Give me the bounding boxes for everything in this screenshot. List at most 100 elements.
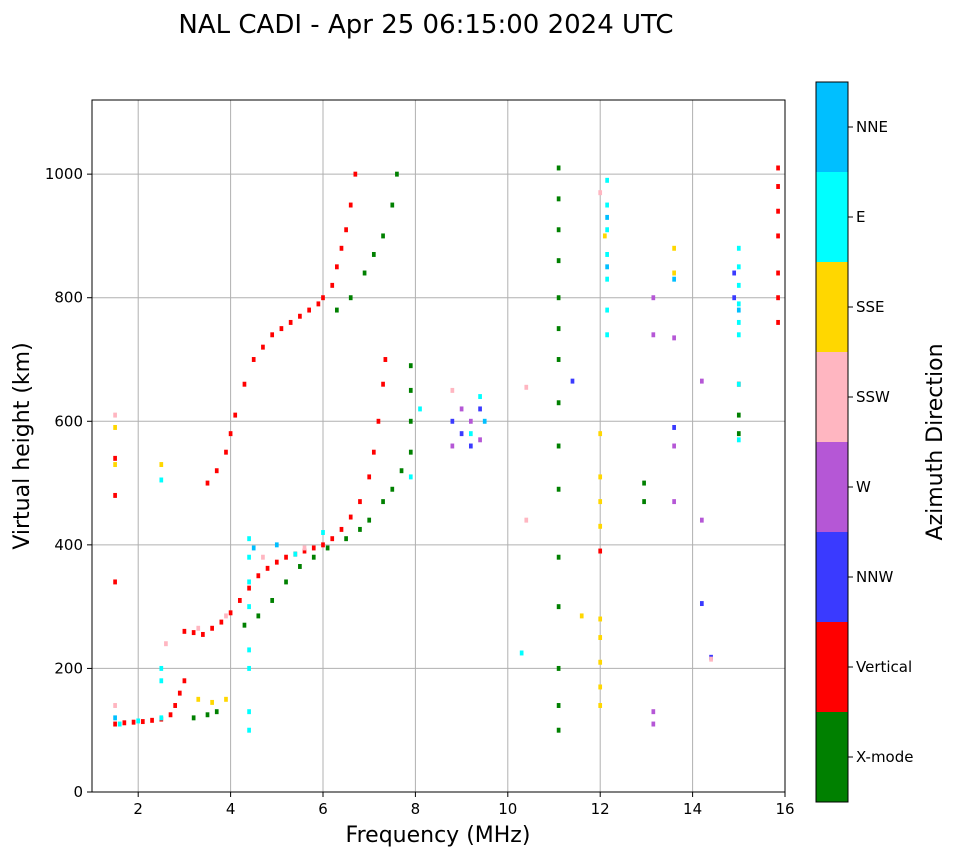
data-point <box>205 712 210 718</box>
data-point <box>339 245 344 251</box>
data-point <box>390 486 395 492</box>
data-point <box>381 499 385 505</box>
data-point <box>159 678 164 684</box>
data-point <box>237 597 242 603</box>
data-point <box>298 564 302 569</box>
y-tick-label: 400 <box>54 536 83 554</box>
data-point <box>381 381 385 387</box>
plot-frame <box>91 99 786 793</box>
data-point <box>699 517 704 523</box>
data-point <box>191 630 196 636</box>
data-point <box>274 559 279 565</box>
colorbar-tick-label: Vertical <box>856 658 912 676</box>
colorbar-segment <box>816 712 848 802</box>
data-points <box>113 165 780 733</box>
data-point <box>302 548 307 554</box>
data-point <box>247 579 251 585</box>
data-point <box>274 542 279 548</box>
data-point <box>478 437 482 443</box>
data-point <box>219 619 224 625</box>
data-point <box>159 477 164 483</box>
data-point <box>321 542 325 548</box>
data-point <box>321 295 325 301</box>
colorbar-tick-label: NNE <box>856 118 888 136</box>
data-point <box>408 418 413 424</box>
data-point <box>736 282 741 288</box>
grid-lines <box>92 100 785 792</box>
data-point <box>570 378 575 384</box>
data-point <box>261 554 265 560</box>
data-point <box>348 295 353 301</box>
x-tick-label: 8 <box>411 800 421 818</box>
data-point <box>672 424 676 430</box>
data-point <box>325 545 330 551</box>
data-point <box>136 718 141 724</box>
data-point <box>330 536 335 542</box>
data-point <box>395 171 399 177</box>
data-point <box>672 443 676 449</box>
data-point <box>113 424 117 430</box>
data-point <box>383 357 388 362</box>
y-axis-label: Virtual height (km) <box>10 342 35 549</box>
data-point <box>651 709 656 715</box>
data-point <box>579 613 584 619</box>
data-point <box>672 499 676 505</box>
data-point <box>736 437 741 443</box>
data-point <box>358 526 362 532</box>
data-point <box>776 233 780 239</box>
data-point <box>459 406 464 412</box>
data-point <box>113 721 117 727</box>
data-point <box>556 326 561 332</box>
data-point <box>196 625 201 631</box>
data-point <box>450 387 455 393</box>
colorbar-tick-label: X-mode <box>856 748 913 766</box>
data-point <box>371 251 376 257</box>
data-point <box>651 295 656 301</box>
data-point <box>598 499 603 505</box>
y-tick-label: 0 <box>73 783 83 801</box>
data-point <box>168 712 173 718</box>
data-point <box>478 406 482 412</box>
data-point <box>732 295 737 301</box>
data-point <box>270 597 275 603</box>
colorbar: X-mode Vertical NNW W SSW SSE E NNE <box>815 81 913 803</box>
data-point <box>598 431 603 437</box>
data-point <box>201 631 205 637</box>
data-point <box>256 573 261 579</box>
data-point <box>117 721 122 727</box>
data-point <box>381 233 385 239</box>
data-point <box>316 301 321 307</box>
data-point <box>598 548 603 554</box>
data-point <box>776 295 780 301</box>
x-tick-label: 10 <box>498 800 517 818</box>
x-tick-label: 14 <box>683 800 702 818</box>
data-point <box>284 554 288 560</box>
data-point <box>776 184 780 189</box>
data-point <box>478 394 482 400</box>
data-point <box>247 647 251 653</box>
data-point <box>450 418 455 424</box>
data-point <box>672 335 676 341</box>
data-point <box>210 699 214 705</box>
data-point <box>524 517 529 523</box>
data-point <box>699 601 704 607</box>
data-point <box>288 319 293 325</box>
data-point <box>605 332 609 338</box>
data-point <box>242 381 247 387</box>
data-point <box>113 462 117 468</box>
y-tick-label: 1000 <box>45 165 83 183</box>
data-point <box>113 715 117 721</box>
data-point <box>196 696 201 702</box>
data-point <box>524 384 529 390</box>
data-point <box>556 604 561 610</box>
data-point <box>353 171 358 177</box>
data-point <box>131 719 136 725</box>
data-point <box>468 431 473 437</box>
data-point <box>418 406 422 412</box>
data-point <box>605 177 609 183</box>
data-point <box>228 610 233 616</box>
data-point <box>408 387 413 393</box>
y-tick-label: 200 <box>54 659 83 677</box>
x-axis-label: Frequency (MHz) <box>346 823 531 848</box>
data-point <box>776 208 780 214</box>
